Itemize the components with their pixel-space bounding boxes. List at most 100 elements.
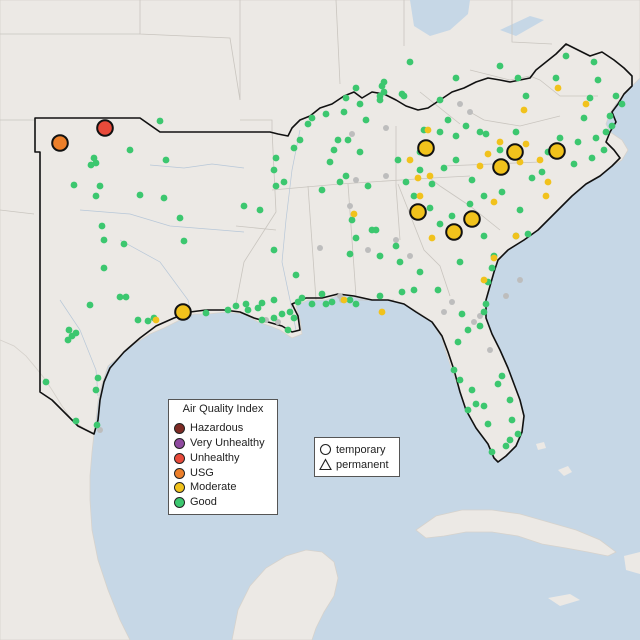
- monitor-marker-good[interactable]: [508, 416, 516, 424]
- monitor-marker-moderate[interactable]: [484, 150, 492, 158]
- monitor-marker-moderate[interactable]: [520, 106, 528, 114]
- monitor-marker-good[interactable]: [232, 302, 240, 310]
- monitor-marker-large-unhealthy[interactable]: [96, 119, 114, 137]
- monitor-marker-no-data[interactable]: [441, 309, 447, 315]
- monitor-marker-good[interactable]: [416, 166, 424, 174]
- monitor-marker-good[interactable]: [482, 130, 490, 138]
- monitor-marker-good[interactable]: [502, 442, 510, 450]
- monitor-marker-good[interactable]: [506, 396, 514, 404]
- monitor-marker-good[interactable]: [524, 230, 532, 238]
- monitor-marker-good[interactable]: [472, 400, 480, 408]
- monitor-marker-good[interactable]: [258, 316, 266, 324]
- monitor-marker-good[interactable]: [574, 138, 582, 146]
- monitor-marker-good[interactable]: [494, 380, 502, 388]
- monitor-marker-moderate[interactable]: [378, 308, 386, 316]
- monitor-marker-good[interactable]: [100, 264, 108, 272]
- monitor-marker-good[interactable]: [410, 192, 418, 200]
- monitor-marker-good[interactable]: [480, 232, 488, 240]
- monitor-marker-good[interactable]: [272, 182, 280, 190]
- monitor-marker-good[interactable]: [284, 326, 292, 334]
- monitor-marker-good[interactable]: [364, 182, 372, 190]
- monitor-marker-moderate[interactable]: [480, 276, 488, 284]
- monitor-marker-moderate[interactable]: [490, 254, 498, 262]
- monitor-marker-no-data[interactable]: [503, 293, 509, 299]
- monitor-marker-good[interactable]: [254, 304, 262, 312]
- monitor-marker-good[interactable]: [256, 206, 264, 214]
- monitor-marker-good[interactable]: [352, 234, 360, 242]
- monitor-marker-no-data[interactable]: [275, 319, 281, 325]
- monitor-marker-good[interactable]: [96, 182, 104, 190]
- monitor-marker-no-data[interactable]: [317, 245, 323, 251]
- monitor-marker-no-data[interactable]: [347, 203, 353, 209]
- monitor-marker-good[interactable]: [498, 188, 506, 196]
- monitor-marker-good[interactable]: [318, 290, 326, 298]
- monitor-marker-moderate[interactable]: [554, 84, 562, 92]
- monitor-marker-no-data[interactable]: [487, 347, 493, 353]
- monitor-marker-good[interactable]: [348, 216, 356, 224]
- monitor-marker-no-data[interactable]: [349, 131, 355, 137]
- monitor-marker-good[interactable]: [480, 308, 488, 316]
- monitor-marker-good[interactable]: [394, 156, 402, 164]
- monitor-marker-good[interactable]: [286, 308, 294, 316]
- monitor-marker-good[interactable]: [290, 314, 298, 322]
- monitor-marker-no-data[interactable]: [449, 299, 455, 305]
- monitor-marker-good[interactable]: [126, 146, 134, 154]
- monitor-marker-large-moderate[interactable]: [417, 139, 435, 157]
- monitor-marker-good[interactable]: [444, 116, 452, 124]
- monitor-marker-moderate[interactable]: [340, 296, 348, 304]
- monitor-marker-moderate[interactable]: [542, 192, 550, 200]
- monitor-marker-good[interactable]: [488, 264, 496, 272]
- monitor-marker-good[interactable]: [160, 194, 168, 202]
- monitor-marker-good[interactable]: [280, 178, 288, 186]
- monitor-marker-good[interactable]: [552, 74, 560, 82]
- monitor-marker-good[interactable]: [86, 301, 94, 309]
- monitor-marker-good[interactable]: [342, 94, 350, 102]
- monitor-marker-no-data[interactable]: [97, 427, 103, 433]
- monitor-marker-good[interactable]: [396, 258, 404, 266]
- monitor-marker-good[interactable]: [392, 242, 400, 250]
- monitor-marker-good[interactable]: [410, 286, 418, 294]
- monitor-marker-good[interactable]: [134, 316, 142, 324]
- monitor-marker-good[interactable]: [292, 271, 300, 279]
- monitor-marker-good[interactable]: [330, 146, 338, 154]
- monitor-marker-good[interactable]: [436, 96, 444, 104]
- monitor-marker-good[interactable]: [600, 146, 608, 154]
- monitor-marker-moderate[interactable]: [516, 158, 524, 166]
- monitor-marker-good[interactable]: [356, 148, 364, 156]
- monitor-marker-good[interactable]: [352, 84, 360, 92]
- monitor-marker-good[interactable]: [336, 178, 344, 186]
- monitor-marker-good[interactable]: [436, 128, 444, 136]
- monitor-marker-large-moderate[interactable]: [463, 210, 481, 228]
- monitor-marker-good[interactable]: [456, 258, 464, 266]
- monitor-marker-no-data[interactable]: [407, 253, 413, 259]
- monitor-marker-no-data[interactable]: [457, 101, 463, 107]
- monitor-marker-moderate[interactable]: [424, 126, 432, 134]
- monitor-marker-good[interactable]: [514, 74, 522, 82]
- monitor-marker-good[interactable]: [322, 110, 330, 118]
- monitor-marker-good[interactable]: [72, 417, 80, 425]
- monitor-marker-good[interactable]: [468, 386, 476, 394]
- monitor-marker-good[interactable]: [592, 134, 600, 142]
- monitor-marker-good[interactable]: [304, 120, 312, 128]
- monitor-marker-good[interactable]: [100, 236, 108, 244]
- monitor-marker-good[interactable]: [342, 172, 350, 180]
- monitor-marker-good[interactable]: [270, 314, 278, 322]
- monitor-marker-good[interactable]: [116, 293, 124, 301]
- monitor-marker-good[interactable]: [514, 430, 522, 438]
- monitor-marker-good[interactable]: [296, 136, 304, 144]
- monitor-marker-good[interactable]: [356, 100, 364, 108]
- monitor-marker-moderate[interactable]: [496, 138, 504, 146]
- monitor-marker-moderate[interactable]: [406, 156, 414, 164]
- monitor-marker-good[interactable]: [570, 160, 578, 168]
- monitor-marker-good[interactable]: [376, 252, 384, 260]
- monitor-marker-good[interactable]: [416, 268, 424, 276]
- monitor-marker-good[interactable]: [176, 214, 184, 222]
- monitor-marker-good[interactable]: [402, 178, 410, 186]
- monitor-marker-good[interactable]: [380, 78, 388, 86]
- monitor-marker-good[interactable]: [346, 250, 354, 258]
- monitor-marker-good[interactable]: [434, 286, 442, 294]
- monitor-marker-good[interactable]: [464, 406, 472, 414]
- monitor-marker-good[interactable]: [482, 300, 490, 308]
- monitor-marker-moderate[interactable]: [544, 178, 552, 186]
